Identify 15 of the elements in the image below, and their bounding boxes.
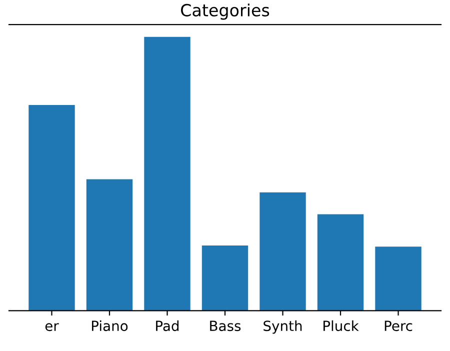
bar xyxy=(317,214,364,311)
x-tick-label: er xyxy=(45,323,59,332)
bar xyxy=(260,192,306,311)
bar xyxy=(375,246,422,311)
x-tick-label: Bass xyxy=(210,320,241,332)
x-tick-label: Perc xyxy=(384,320,412,332)
bar xyxy=(28,105,75,311)
x-tick-label: Piano xyxy=(92,320,128,332)
bar xyxy=(202,245,248,311)
x-tick-label: Pluck xyxy=(324,320,359,332)
chart-title: Categories xyxy=(181,4,270,20)
bar xyxy=(144,36,190,311)
bar xyxy=(86,179,133,311)
x-tick-label: Synth xyxy=(264,320,302,334)
x-tick-label: Pad xyxy=(156,320,179,332)
